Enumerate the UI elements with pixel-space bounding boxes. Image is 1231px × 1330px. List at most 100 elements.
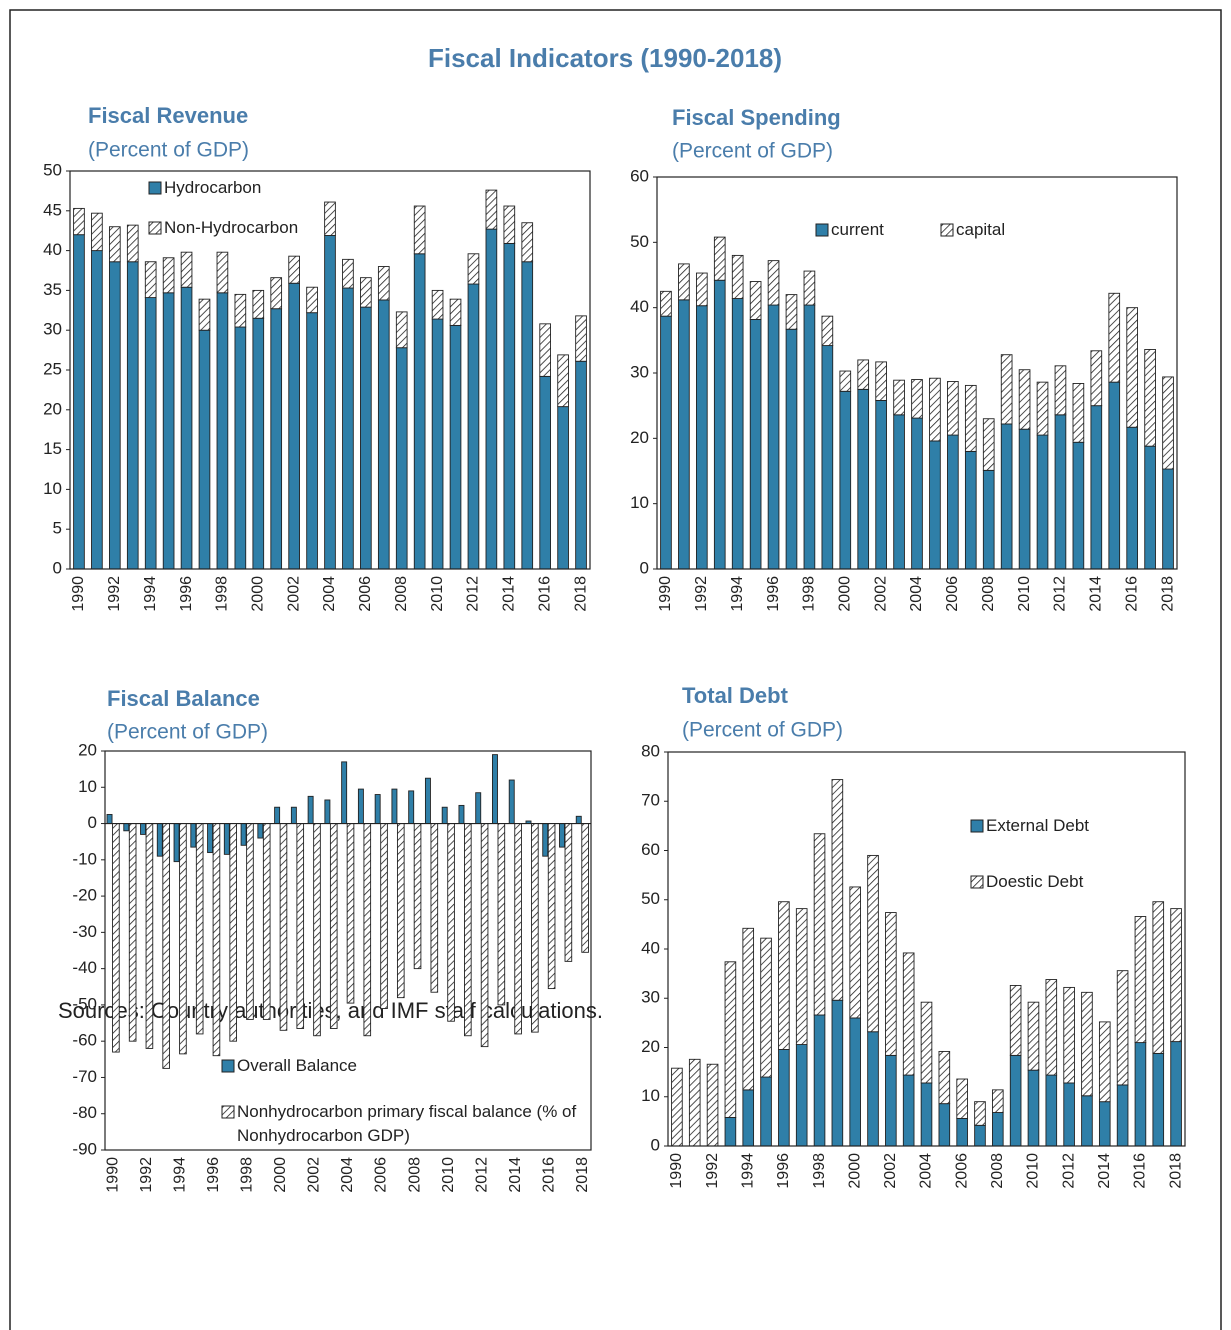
bar [992, 1089, 1004, 1113]
bar [306, 286, 318, 314]
bar [492, 754, 498, 824]
bar [778, 1049, 790, 1147]
bar [240, 823, 247, 846]
bar [1108, 292, 1121, 383]
bar [660, 315, 672, 570]
x-tick-label: 2018 [572, 576, 589, 612]
bar [288, 255, 300, 284]
x-tick-label: 2004 [918, 1153, 935, 1189]
bar [360, 306, 372, 570]
bar [938, 1103, 951, 1147]
y-tick-label: -10 [72, 849, 97, 868]
bar [380, 823, 388, 1009]
x-tick-label: 1990 [105, 1157, 122, 1193]
bar [749, 318, 762, 570]
bar [140, 823, 147, 835]
bar [485, 228, 498, 570]
bar [1000, 354, 1013, 425]
y-tick-label: -70 [72, 1067, 97, 1086]
bar [223, 823, 230, 855]
bar [1162, 468, 1174, 570]
y-tick-label: -30 [72, 922, 97, 941]
bar [803, 304, 816, 570]
x-tick-label: 2008 [980, 576, 997, 612]
bar [424, 777, 431, 824]
bar [821, 315, 834, 347]
bar [1000, 423, 1013, 570]
bar [564, 823, 573, 962]
bar [408, 790, 415, 824]
x-tick-label: 2002 [306, 1157, 323, 1193]
bar [342, 287, 354, 570]
bar [464, 823, 472, 1037]
bar [760, 937, 772, 1078]
bar [1170, 1041, 1182, 1147]
chart-subtitle: (Percent of GDP) [682, 719, 843, 742]
x-tick-label: 1990 [70, 576, 87, 612]
bar [964, 384, 977, 452]
bar [795, 908, 808, 1045]
bar [195, 823, 204, 1035]
bar [431, 318, 444, 570]
bar [413, 253, 426, 570]
bar [724, 961, 737, 1118]
bar [126, 261, 139, 570]
bar [1116, 1084, 1129, 1147]
bar [279, 823, 288, 1031]
x-tick-label: 2012 [473, 1157, 490, 1193]
y-tick-label: 5 [53, 519, 62, 538]
y-tick-label: 30 [630, 362, 649, 381]
x-tick-label: 2016 [1123, 576, 1140, 612]
bar [467, 283, 480, 570]
bar [198, 298, 211, 331]
bar [391, 788, 398, 824]
x-tick-label: 2002 [285, 576, 302, 612]
bar [867, 1031, 879, 1147]
bar [678, 263, 690, 301]
bar [539, 375, 552, 570]
y-tick-label: 10 [641, 1086, 660, 1105]
x-tick-label: 1996 [765, 576, 782, 612]
y-tick-label: 35 [43, 280, 62, 299]
bar [875, 361, 887, 401]
x-tick-label: 2000 [846, 1153, 863, 1189]
y-tick-label: 10 [43, 479, 62, 498]
bar [449, 298, 462, 326]
y-tick-label: 50 [630, 232, 649, 251]
y-tick-label: -80 [72, 1103, 97, 1122]
bar [849, 886, 861, 1019]
bar [1054, 365, 1067, 416]
bar [212, 823, 221, 1057]
x-tick-label: 1994 [739, 1153, 756, 1189]
x-tick-label: 2012 [1052, 576, 1069, 612]
y-tick-label: 0 [640, 558, 649, 577]
bar [660, 290, 672, 317]
y-tick-label: 0 [88, 813, 97, 832]
bar [1126, 307, 1139, 428]
bar [902, 1074, 915, 1147]
bar [531, 823, 539, 1033]
x-tick-label: 2014 [1088, 576, 1105, 612]
bar [539, 323, 552, 377]
bar [1090, 405, 1103, 570]
bar [767, 260, 780, 306]
chart-subtitle: (Percent of GDP) [88, 139, 249, 162]
bar [112, 823, 120, 1053]
bar [1134, 916, 1147, 1044]
bar [431, 289, 444, 320]
bar [559, 823, 565, 848]
bar [234, 326, 247, 570]
bar [575, 815, 582, 824]
bar [575, 315, 587, 362]
y-tick-label: 40 [43, 240, 62, 259]
x-tick-label: 2008 [393, 576, 410, 612]
chart-subtitle: (Percent of GDP) [672, 140, 833, 163]
bar [885, 1054, 897, 1147]
x-tick-label: 1996 [775, 1153, 792, 1189]
x-tick-label: 2010 [1016, 576, 1033, 612]
bar [246, 823, 254, 1020]
bar [216, 251, 229, 294]
bar [173, 823, 180, 863]
legend-swatch [940, 223, 954, 237]
